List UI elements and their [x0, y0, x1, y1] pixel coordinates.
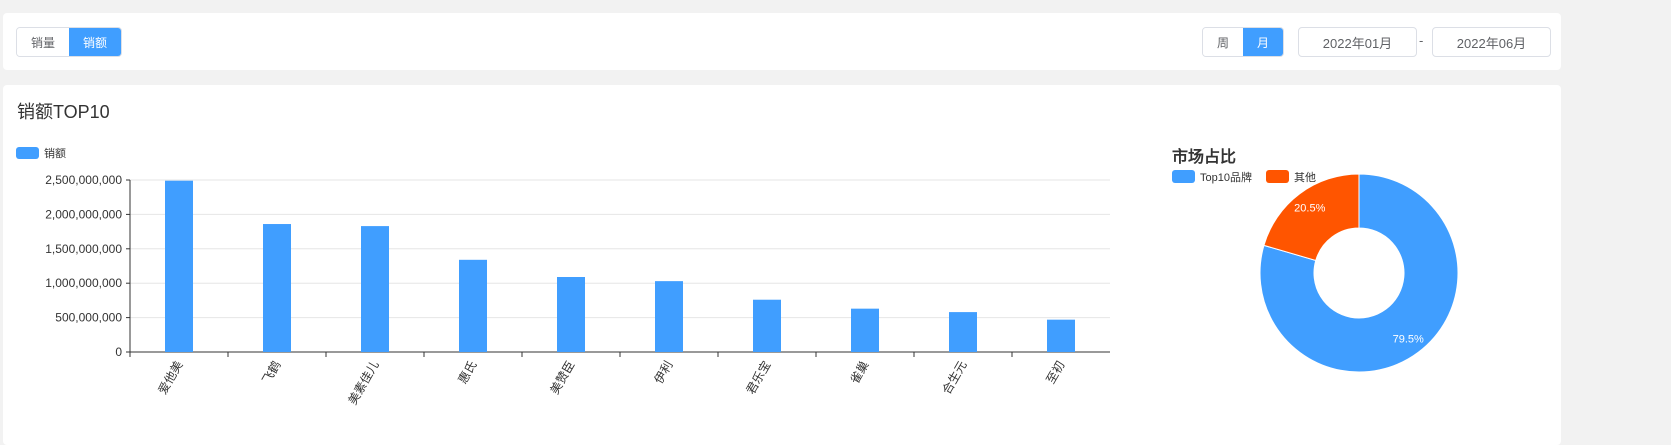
- bar-7: [753, 299, 781, 352]
- x-tick-label: 君乐宝: [743, 359, 773, 397]
- toolbar-card: 销量 销额 周 月 2022年01月 - 2022年06月: [3, 13, 1561, 70]
- y-tick-label: 500,000,000: [55, 311, 122, 325]
- legend-swatch-other: [1266, 170, 1289, 183]
- x-tick-label: 美赞臣: [547, 359, 577, 397]
- x-tick-label: 爱他美: [155, 359, 185, 397]
- bar-9: [949, 312, 977, 352]
- y-tick-label: 1,000,000,000: [45, 276, 122, 290]
- period-toggle: 周 月: [1202, 27, 1285, 57]
- date-separator: -: [1419, 33, 1424, 48]
- legend-label-other: 其他: [1294, 171, 1316, 184]
- bar-4: [459, 259, 487, 352]
- section-title: 销额TOP10: [17, 102, 110, 122]
- pie-slice-2: [1263, 173, 1360, 262]
- x-tick-label: 飞鹤: [259, 358, 284, 386]
- pie-slice-1: [1259, 173, 1459, 373]
- x-tick-label: 雀巢: [847, 359, 871, 387]
- y-tick-label: 0: [115, 345, 122, 359]
- end-date-input[interactable]: 2022年06月: [1432, 27, 1551, 57]
- legend-swatch-sales: [16, 147, 39, 159]
- period-tab-month[interactable]: 月: [1243, 28, 1284, 56]
- x-tick-label: 美素佳儿: [345, 359, 381, 408]
- y-tick-label: 2,500,000,000: [45, 173, 122, 187]
- bar-5: [557, 277, 585, 352]
- x-tick-label: 惠氏: [455, 359, 479, 387]
- metric-toggle: 销量 销额: [16, 27, 123, 57]
- legend-swatch-top10: [1172, 170, 1195, 183]
- y-tick-label: 2,000,000,000: [45, 207, 122, 221]
- x-tick-label: 至初: [1043, 359, 1067, 387]
- pie-label-2: 20.5%: [1294, 202, 1325, 214]
- bar-8: [851, 308, 879, 352]
- bar-3: [361, 226, 389, 352]
- legend-label-sales: 销额: [44, 146, 66, 160]
- y-tick-label: 1,500,000,000: [45, 242, 122, 256]
- period-tab-week[interactable]: 周: [1203, 28, 1244, 56]
- bar-6: [655, 281, 683, 352]
- pie-label-1: 79.5%: [1393, 334, 1424, 346]
- start-date-input[interactable]: 2022年01月: [1298, 27, 1417, 57]
- legend-label-top10: Top10品牌: [1200, 170, 1252, 184]
- pie-title: 市场占比: [1172, 147, 1236, 166]
- bar-1: [165, 180, 193, 352]
- metric-tab-sales[interactable]: 销额: [69, 28, 122, 56]
- x-tick-label: 伊利: [651, 359, 675, 387]
- bar-10: [1047, 319, 1075, 352]
- x-tick-label: 合生元: [939, 358, 970, 397]
- metric-tab-volume[interactable]: 销量: [17, 28, 70, 56]
- bar-2: [263, 224, 291, 352]
